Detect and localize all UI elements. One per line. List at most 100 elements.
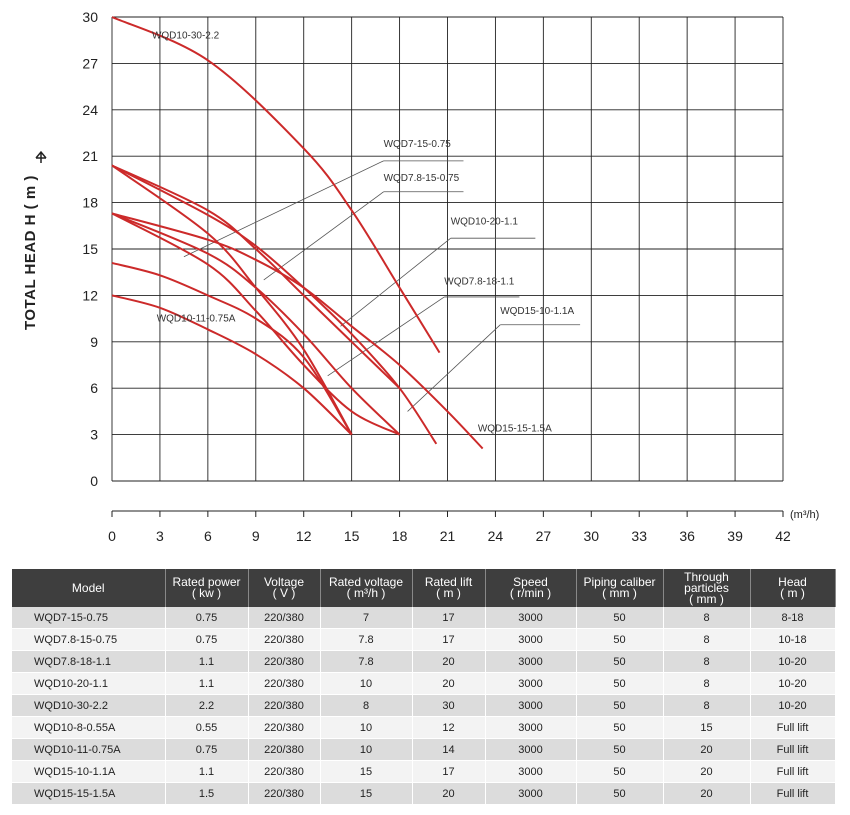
table-row: WQD15-15-1.5A 1.5 220/380 15 20 3000 50 20 Full … xyxy=(12,782,836,805)
table-header-text: ( m ) xyxy=(436,586,461,600)
table-cell: 50 xyxy=(576,782,664,805)
table-cell: 3000 xyxy=(485,650,577,673)
table-cell: 10-20 xyxy=(750,672,836,695)
table-cell: 20 xyxy=(412,650,486,673)
series-curve xyxy=(111,212,484,450)
performance-chart: 0 3 6 9 12 15 18 21 24 27 30 0 3 6 9 12 15 18 21 24 27 30 33 36… xyxy=(22,9,819,544)
y-tick-label: 0 xyxy=(90,473,98,489)
curve-label: WQD10-20-1.1 xyxy=(451,216,519,227)
annotation-leader-line xyxy=(263,191,384,281)
table-cell: Full lift xyxy=(750,738,836,761)
table-cell: 10 xyxy=(320,716,413,739)
table-cell: 220/380 xyxy=(248,782,321,805)
table-header-text: ( V ) xyxy=(272,586,296,600)
table-cell: 8 xyxy=(320,694,413,717)
table-cell: 15 xyxy=(663,716,751,739)
table-cell-model: WQD15-15-1.5A xyxy=(12,782,166,805)
y-tick-label: 27 xyxy=(82,55,98,71)
x-tick-label: 15 xyxy=(344,528,360,544)
annotation-leader-line xyxy=(327,296,445,377)
table-cell-model: WQD15-10-1.1A xyxy=(12,760,166,783)
table-header-cell: Rated voltage( m³/h ) xyxy=(320,569,413,607)
table-header-text: Speed xyxy=(513,575,548,589)
table-cell: 0.75 xyxy=(165,738,249,761)
annotation-leader-line xyxy=(407,324,501,412)
table-cell: 7.8 xyxy=(320,650,413,673)
table-header-cell: Rated power( kw ) xyxy=(165,569,249,607)
table-header-cell: Piping caliber( mm ) xyxy=(576,569,664,607)
x-tick-label: 42 xyxy=(775,528,791,544)
curve-label: WQD10-30-2.2 xyxy=(152,31,220,42)
table-row: WQD7-15-0.75 0.75 220/380 7 17 3000 50 8 8-18 xyxy=(12,607,836,629)
table-header-text: Piping caliber xyxy=(583,575,656,589)
series-curve xyxy=(111,261,353,436)
table-header-cell: Through particles( mm ) xyxy=(663,569,751,607)
table-cell: 10 xyxy=(320,672,413,695)
table-header-text: ( mm ) xyxy=(602,586,637,600)
x-tick-label: 30 xyxy=(583,528,599,544)
table-cell: 3000 xyxy=(485,782,577,805)
y-tick-label: 6 xyxy=(90,380,98,396)
table-cell: 50 xyxy=(576,672,664,695)
x-tick-label: 36 xyxy=(679,528,695,544)
table-cell: Full lift xyxy=(750,760,836,783)
table-cell: 14 xyxy=(412,738,486,761)
curve-label: WQD15-10-1.1A xyxy=(500,306,574,317)
table-cell: 3000 xyxy=(485,628,577,651)
table-cell: 50 xyxy=(576,628,664,651)
table-cell: 17 xyxy=(412,760,486,783)
table-cell-model: WQD7.8-18-1.1 xyxy=(12,650,166,673)
x-tick-label: 33 xyxy=(631,528,647,544)
y-tick-label: 18 xyxy=(82,195,98,211)
table-row: WQD15-10-1.1A 1.1 220/380 15 17 3000 50 20 Full … xyxy=(12,760,836,783)
x-tick-label: 24 xyxy=(488,528,504,544)
table-row: WQD10-20-1.1 1.1 220/380 10 20 3000 50 8 10-20 xyxy=(12,672,836,695)
y-tick-label: 30 xyxy=(82,9,98,25)
table-header-text: particles xyxy=(684,580,729,595)
x-tick-label: 12 xyxy=(296,528,312,544)
x-tick-label: 27 xyxy=(536,528,552,544)
table-cell: 2.2 xyxy=(165,694,249,717)
table-header-cell: Head( m ) xyxy=(750,569,836,607)
table-cell: 3000 xyxy=(485,760,577,783)
table-cell: 220/380 xyxy=(248,716,321,739)
curve-label: WQD15-15-1.5A xyxy=(478,424,552,435)
table-cell: 20 xyxy=(663,738,751,761)
table-cell: 30 xyxy=(412,694,486,717)
table-cell: 20 xyxy=(412,782,486,805)
table-cell: 50 xyxy=(576,694,664,717)
table-row: WQD7.8-18-1.1 1.1 220/380 7.8 20 3000 50 8 10-20 xyxy=(12,650,836,673)
table-cell: 3000 xyxy=(485,738,577,761)
table-cell: 10-20 xyxy=(750,694,836,717)
table-header-cell: Rated lift( m ) xyxy=(412,569,486,607)
table-cell-model: WQD7.8-15-0.75 xyxy=(12,628,166,651)
table-header-text: ( m³/h ) xyxy=(346,586,386,600)
series-curve xyxy=(111,294,353,436)
table-header-text: Model xyxy=(71,580,105,595)
table-cell: 3000 xyxy=(485,694,577,717)
table-cell: 0.55 xyxy=(165,716,249,739)
x-tick-label: 39 xyxy=(727,528,743,544)
table-cell: Full lift xyxy=(750,716,836,739)
x-axis-unit: (m³/h) xyxy=(790,509,819,521)
y-tick-label: 21 xyxy=(82,148,98,164)
table-cell: 0.75 xyxy=(165,628,249,651)
y-tick-label: 3 xyxy=(90,427,98,443)
x-tick-label: 18 xyxy=(392,528,408,544)
table-header-row: Model Rated power( kw ) Voltage( V ) Rated … xyxy=(12,569,836,607)
table-cell: 220/380 xyxy=(248,672,321,695)
table-cell: 20 xyxy=(663,760,751,783)
table-row: WQD10-11-0.75A 0.75 220/380 10 14 3000 50 20 Ful… xyxy=(12,738,836,761)
series-curve xyxy=(111,164,401,389)
curve-label: WQD7.8-15-0.75 xyxy=(384,173,460,184)
table-header-cell: Speed( r/min ) xyxy=(485,569,577,607)
table-cell: 50 xyxy=(576,716,664,739)
table-cell: 17 xyxy=(412,607,486,629)
table-cell-model: WQD10-8-0.55A xyxy=(12,716,166,739)
table-cell: 15 xyxy=(320,760,413,783)
table-cell: 3000 xyxy=(485,672,577,695)
table-header-text: Rated lift xyxy=(424,575,473,589)
table-cell: 3000 xyxy=(485,716,577,739)
y-axis-arrow-icon xyxy=(35,150,47,163)
table-cell: 8-18 xyxy=(750,607,836,629)
